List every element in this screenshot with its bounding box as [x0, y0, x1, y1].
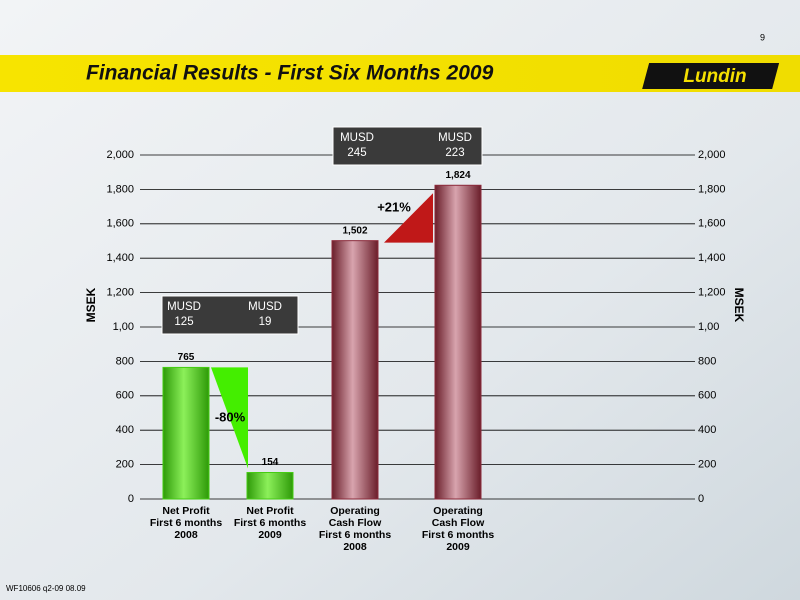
data-label: 765 [178, 352, 195, 363]
y-tick-label: 600 [116, 390, 134, 402]
y-tick-label: 1,800 [106, 183, 134, 195]
musd-value: 125 [174, 316, 193, 328]
musd-value: 223 [445, 147, 464, 159]
y2-tick-label: 800 [698, 355, 716, 367]
footer: WF10606 q2-09 08.09 [6, 584, 86, 593]
y2-tick-label: 600 [698, 390, 716, 402]
y2-tick-label: 1,00 [698, 321, 719, 333]
x-tick-label: Net Profit First 6 months 2008 [150, 505, 223, 541]
musd-value: 245 [347, 147, 366, 159]
data-label: 154 [262, 457, 279, 468]
musd-box [332, 126, 483, 166]
y-tick-label: 400 [116, 424, 134, 436]
change-triangle [384, 193, 433, 243]
musd-unit: MUSD [340, 132, 374, 144]
y2-tick-label: 1,800 [698, 183, 726, 195]
y2-tick-label: 400 [698, 424, 716, 436]
y-tick-label: 0 [128, 493, 134, 505]
musd-unit: MUSD [438, 132, 472, 144]
y2-tick-label: 1,200 [698, 287, 726, 299]
change-label: +21% [377, 199, 411, 214]
page-number: 9 [760, 32, 765, 42]
data-label: 1,502 [342, 225, 367, 236]
bar [162, 366, 210, 500]
data-label: 1,824 [445, 170, 470, 181]
y-tick-label: 1,600 [106, 218, 134, 230]
y2-tick-label: 200 [698, 459, 716, 471]
slide-title: Financial Results - First Six Months 200… [86, 62, 494, 85]
y2-tick-label: 2,000 [698, 149, 726, 161]
change-triangle [211, 367, 248, 469]
y2-tick-label: 1,600 [698, 218, 726, 230]
y2-axis-label: MSEK [732, 288, 746, 323]
bar [434, 184, 482, 500]
x-tick-label: Net Profit First 6 months 2009 [234, 505, 307, 541]
y2-tick-label: 0 [698, 493, 704, 505]
logo-box [642, 63, 780, 89]
y-tick-label: 200 [116, 459, 134, 471]
y-tick-label: 1,400 [106, 252, 134, 264]
x-tick-label: Operating Cash Flow First 6 months 2008 [319, 505, 392, 553]
musd-value: 19 [259, 316, 272, 328]
y2-tick-label: 1,400 [698, 252, 726, 264]
musd-unit: MUSD [248, 301, 282, 313]
y-axis-label: MSEK [84, 287, 98, 322]
y-tick-label: 1,00 [113, 321, 134, 333]
logo: Lundin [683, 66, 746, 87]
change-label: -80% [215, 409, 246, 424]
bar [246, 472, 294, 500]
bar [331, 240, 379, 500]
musd-box [161, 295, 299, 335]
musd-unit: MUSD [167, 301, 201, 313]
y-tick-label: 800 [116, 355, 134, 367]
x-tick-label: Operating Cash Flow First 6 months 2009 [422, 505, 495, 553]
y-tick-label: 1,200 [106, 287, 134, 299]
y-tick-label: 2,000 [106, 149, 134, 161]
